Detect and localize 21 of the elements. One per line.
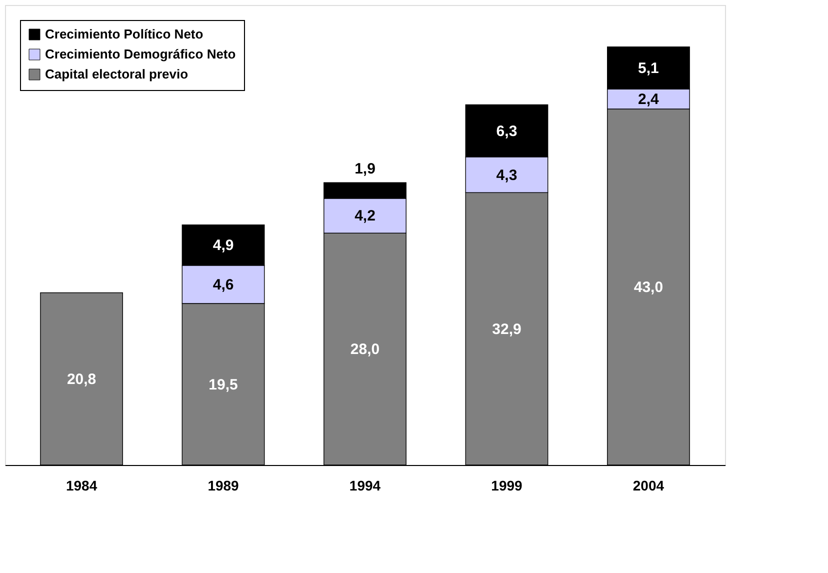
data-label: 32,9 [492,320,522,338]
data-label: 4,2 [354,208,376,225]
data-label: 1,9 [354,160,376,178]
legend-label: Crecimiento Demográfico Neto [45,46,236,62]
x-tick-label: 1999 [491,478,523,494]
data-label: 4,6 [212,276,234,294]
legend-label: Crecimiento Político Neto [45,26,204,42]
data-label: 4,9 [212,237,234,254]
data-label: 43,0 [634,278,664,296]
x-tick-label: 1989 [208,478,240,494]
data-label: 6,3 [496,122,518,140]
x-tick-label: 1984 [66,478,98,494]
x-tick-label: 1994 [349,478,381,494]
data-label: 2,4 [638,90,660,108]
data-label: 20,8 [66,370,96,388]
data-label: 4,3 [496,166,518,184]
legend-label: Capital electoral previo [45,66,188,82]
x-tick-label: 2004 [632,478,664,494]
data-label: 5,1 [638,60,659,77]
data-label: 19,5 [208,376,238,394]
data-label: 28,0 [350,341,380,358]
